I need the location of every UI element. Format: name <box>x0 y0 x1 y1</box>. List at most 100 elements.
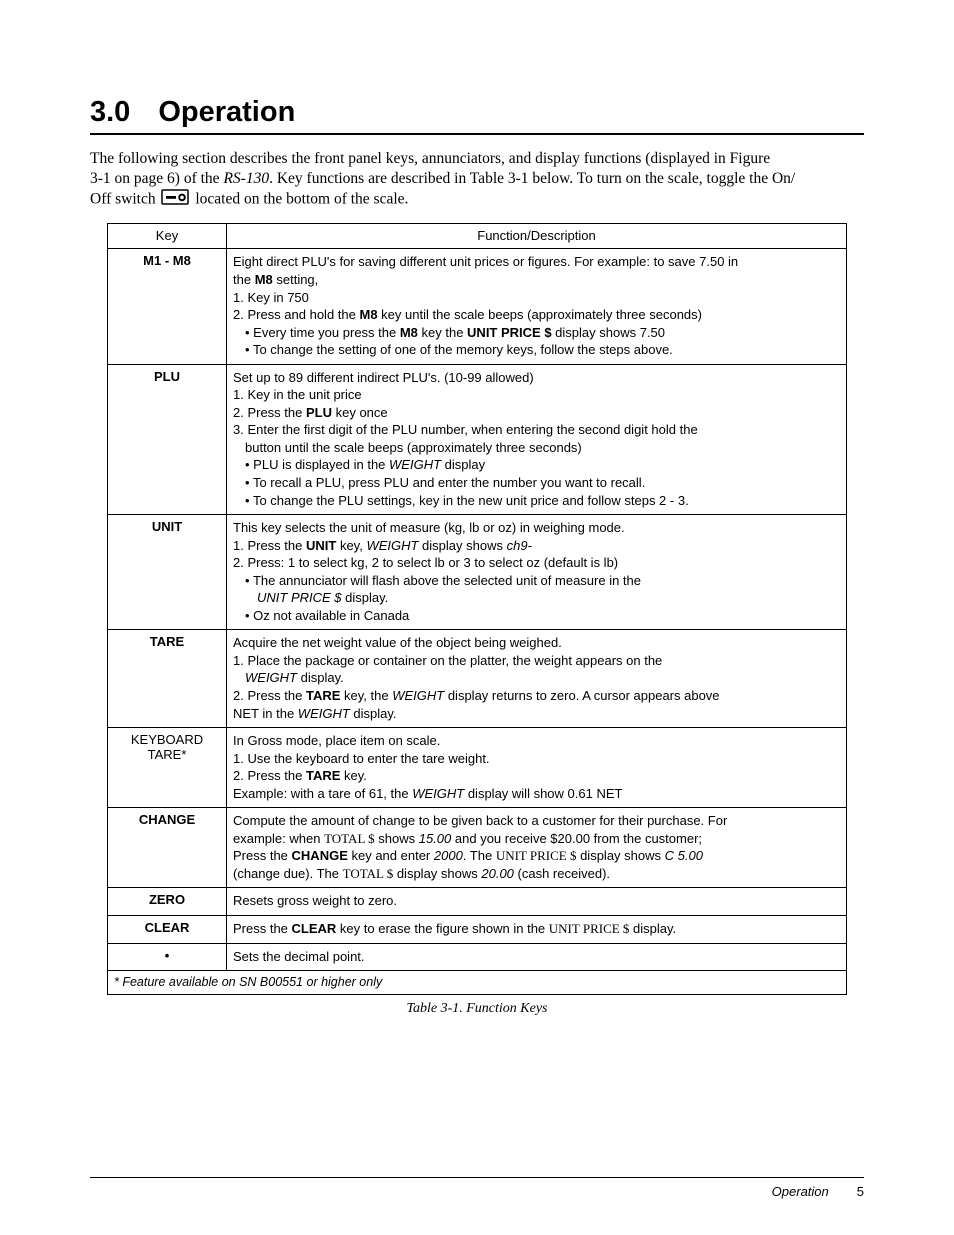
t: M8 <box>359 307 377 322</box>
desc-cell: Set up to 89 different indirect PLU's. (… <box>227 364 847 514</box>
heading-number: 3.0 <box>90 96 130 129</box>
desc-line: The annunciator will flash above the sel… <box>233 572 840 590</box>
desc-line: 2. Press and hold the M8 key until the s… <box>233 306 840 324</box>
t: display. <box>297 670 344 685</box>
intro-text: The following section describes the fron… <box>90 150 770 167</box>
desc-line: 1. Place the package or container on the… <box>233 652 840 670</box>
section-heading: 3.0 Operation <box>90 96 864 135</box>
t: UNIT PRICE $ <box>467 325 552 340</box>
t: PLU is displayed in the <box>253 457 389 472</box>
t: display. <box>629 921 676 936</box>
t: UNIT PRICE $ <box>257 590 342 605</box>
key-cell: M1 - M8 <box>108 249 227 364</box>
page-footer: Operation 5 <box>90 1177 864 1199</box>
t: TARE <box>306 768 340 783</box>
desc-line: Resets gross weight to zero. <box>233 892 840 910</box>
footer-page-number: 5 <box>857 1184 864 1199</box>
key-label: TARE* <box>114 747 220 762</box>
desc-line: the M8 setting, <box>233 271 840 289</box>
desc-cell: Press the CLEAR key to erase the figure … <box>227 916 847 944</box>
t: key and enter <box>348 848 434 863</box>
t: CHANGE <box>292 848 348 863</box>
intro-text: . Key functions are described in Table 3… <box>269 170 795 187</box>
t: Every time you press the <box>253 325 400 340</box>
col-header-desc: Function/Description <box>227 224 847 249</box>
key-cell: • <box>108 943 227 971</box>
t: key to erase the figure shown in the <box>336 921 548 936</box>
desc-line: Compute the amount of change to be given… <box>233 812 840 830</box>
t: 2. Press the <box>233 688 306 703</box>
page: 3.0 Operation The following section desc… <box>0 0 954 1235</box>
table-footnote-row: * Feature available on SN B00551 or high… <box>108 971 847 995</box>
t: NET in the <box>233 706 298 721</box>
t: key, <box>336 538 366 553</box>
heading-title: Operation <box>158 96 295 129</box>
desc-cell: Compute the amount of change to be given… <box>227 808 847 888</box>
intro-text: 3-1 on page 6) of the <box>90 170 223 187</box>
desc-line: 2. Press: 1 to select kg, 2 to select lb… <box>233 554 840 572</box>
table-row: CLEAR Press the CLEAR key to erase the f… <box>108 916 847 944</box>
key-cell: ZERO <box>108 888 227 916</box>
t: . The <box>463 848 496 863</box>
key-cell: PLU <box>108 364 227 514</box>
table-header-row: Key Function/Description <box>108 224 847 249</box>
t: display shows <box>418 538 506 553</box>
desc-line: Eight direct PLU's for saving different … <box>233 253 840 271</box>
t: display shows <box>393 866 481 881</box>
t: WEIGHT <box>298 706 350 721</box>
t: Example: with a tare of 61, the <box>233 786 412 801</box>
desc-line: To change the setting of one of the memo… <box>233 341 840 359</box>
footer-section: Operation <box>772 1184 829 1199</box>
intro-text: located on the bottom of the scale. <box>195 191 408 208</box>
t: WEIGHT <box>245 670 297 685</box>
t: and you receive $20.00 from the customer… <box>451 831 702 846</box>
t: M8 <box>255 272 273 287</box>
t: display shows <box>576 848 664 863</box>
desc-line: To change the PLU settings, key in the n… <box>233 492 840 510</box>
t: UNIT PRICE $ <box>549 921 630 936</box>
key-cell: CHANGE <box>108 808 227 888</box>
t: WEIGHT <box>366 538 418 553</box>
t: TARE <box>306 688 340 703</box>
desc-line: example: when TOTAL $ shows 15.00 and yo… <box>233 830 840 848</box>
t: WEIGHT <box>412 786 464 801</box>
table-row: TARE Acquire the net weight value of the… <box>108 630 847 728</box>
t: 1. Press the <box>233 538 306 553</box>
desc-line: Every time you press the M8 key the UNIT… <box>233 324 840 342</box>
intro-text: Off switch <box>90 191 159 208</box>
t: WEIGHT <box>392 688 444 703</box>
table-row: UNIT This key selects the unit of measur… <box>108 515 847 630</box>
on-off-switch-icon <box>161 189 189 211</box>
desc-line: In Gross mode, place item on scale. <box>233 732 840 750</box>
desc-line: Set up to 89 different indirect PLU's. (… <box>233 369 840 387</box>
t: UNIT PRICE $ <box>496 848 577 863</box>
function-keys-table: Key Function/Description M1 - M8 Eight d… <box>107 223 847 995</box>
t: 2000 <box>434 848 463 863</box>
t: PLU <box>306 405 332 420</box>
desc-cell: In Gross mode, place item on scale. 1. U… <box>227 728 847 808</box>
table-row: CHANGE Compute the amount of change to b… <box>108 808 847 888</box>
desc-cell: Sets the decimal point. <box>227 943 847 971</box>
t: key once <box>332 405 388 420</box>
t: Press the <box>233 848 292 863</box>
desc-line: Sets the decimal point. <box>233 948 840 966</box>
t: 20.00 <box>481 866 514 881</box>
desc-line: Oz not available in Canada <box>233 607 840 625</box>
desc-line: UNIT PRICE $ display. <box>233 589 840 607</box>
t: display returns to zero. A cursor appear… <box>444 688 719 703</box>
t: display. <box>342 590 389 605</box>
t: display shows 7.50 <box>552 325 665 340</box>
t: UNIT <box>306 538 336 553</box>
key-cell: CLEAR <box>108 916 227 944</box>
t: setting, <box>273 272 319 287</box>
desc-line: Press the CHANGE key and enter 2000. The… <box>233 847 840 865</box>
table-row: PLU Set up to 89 different indirect PLU'… <box>108 364 847 514</box>
model-name: RS-130 <box>223 170 269 187</box>
t: display. <box>350 706 397 721</box>
table-row: M1 - M8 Eight direct PLU's for saving di… <box>108 249 847 364</box>
table-row: KEYBOARD TARE* In Gross mode, place item… <box>108 728 847 808</box>
col-header-key: Key <box>108 224 227 249</box>
t: example: when <box>233 831 324 846</box>
desc-line: WEIGHT display. <box>233 669 840 687</box>
desc-cell: Acquire the net weight value of the obje… <box>227 630 847 728</box>
